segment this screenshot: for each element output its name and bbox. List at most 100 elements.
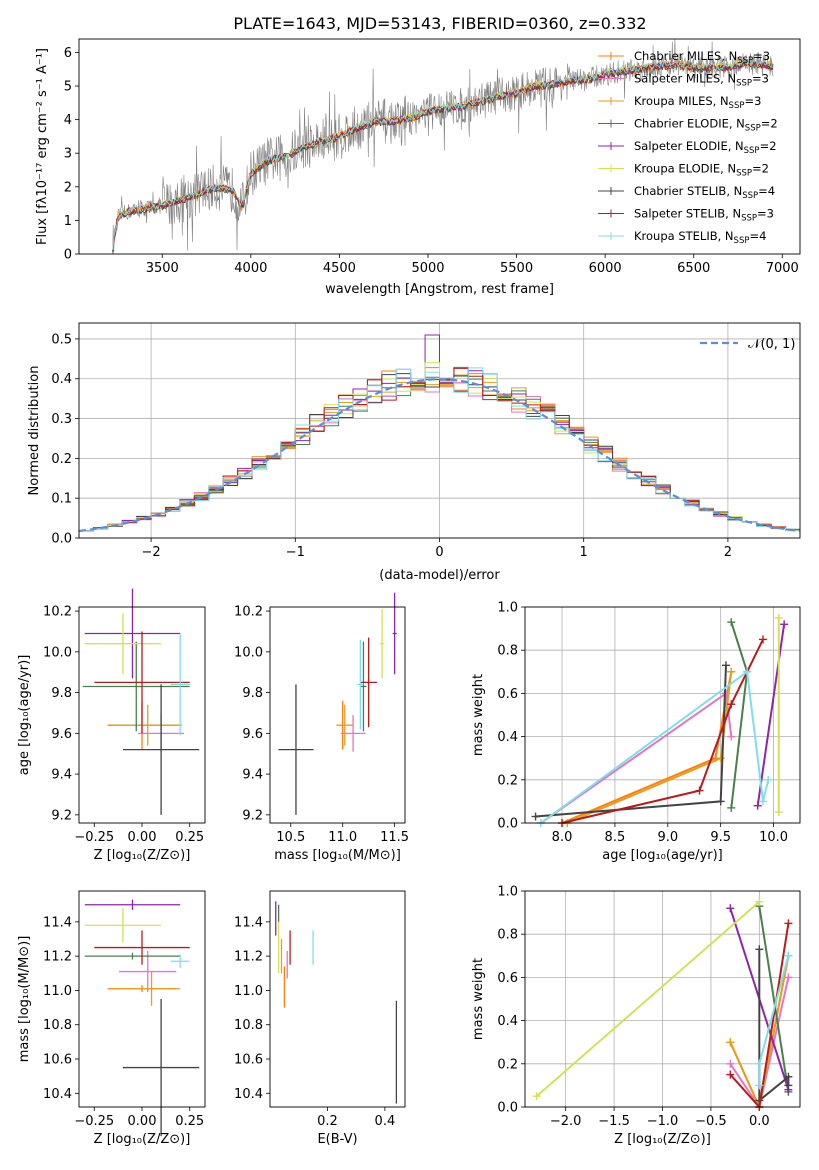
x-tick-label: 8.0 (552, 830, 573, 845)
y-tick-label: 9.2 (51, 808, 72, 823)
y-tick-label: 10.8 (43, 1018, 72, 1033)
x-tick-label: 9.5 (710, 830, 731, 845)
y-tick-label: 0.0 (51, 532, 72, 547)
x-tick-label: 11.0 (328, 830, 357, 845)
y-tick-label: 9.8 (51, 686, 72, 701)
normal-curve-line (78, 378, 801, 533)
x-tick-label: −0.25 (74, 830, 114, 845)
x-tick-label: −2.0 (550, 1114, 582, 1129)
y-tick-label: 11.4 (43, 915, 72, 930)
legend-entry: 𝒩(0, 1) (748, 337, 795, 352)
x-tick-label: −1.0 (647, 1114, 679, 1129)
y-tick-label: 0.8 (497, 928, 518, 943)
y-tick-label: 6 (64, 46, 72, 61)
y-tick-label: 1.0 (497, 601, 518, 616)
y-tick-label: 0.8 (497, 644, 518, 659)
y-tick-label: 11.2 (43, 950, 72, 965)
x-tick-label: 6500 (677, 261, 710, 276)
legend-entry: Salpeter ELODIE, NSSP=2 (634, 139, 777, 156)
x-tick-label: 5000 (411, 261, 444, 276)
y-tick-label: 3 (64, 147, 72, 162)
x-tick-label: 8.5 (605, 830, 626, 845)
x-axis-label: (data-model)/error (379, 568, 500, 583)
y-tick-label: 0.2 (51, 452, 72, 467)
legend-entry: Chabrier STELIB, NSSP=4 (634, 184, 775, 201)
y-tick-label: 5 (64, 80, 72, 95)
weight-series-line-0 (561, 671, 733, 824)
y-tick-label: 9.6 (242, 727, 263, 742)
y-tick-label: 4 (64, 113, 72, 128)
legend-entry: Kroupa ELODIE, NSSP=2 (634, 162, 769, 179)
plot-frame (78, 38, 801, 255)
x-tick-label: 0.25 (175, 830, 204, 845)
x-tick-label: 4500 (323, 261, 356, 276)
legend-entry: Salpeter STELIB, NSSP=3 (634, 207, 774, 224)
y-tick-label: 10.2 (234, 605, 263, 620)
x-tick-label: 3500 (146, 261, 179, 276)
y-axis-label: mass [log₁₀(M/M⊙)] (17, 936, 32, 1063)
x-tick-label: −1 (286, 545, 305, 560)
y-axis-label: Flux [fλ10⁻¹⁷ erg cm⁻² s⁻¹ A⁻¹] (35, 48, 50, 245)
observed-spectrum-line (112, 38, 774, 255)
age_vs_mass-panel: 10.5 11.0 11.5 9.2 9.4 9.6 9.8 10.0 10.2 mass [lo… (234, 592, 409, 863)
weight-series-line-6 (758, 949, 790, 1103)
model-line-8 (112, 56, 774, 250)
y-tick-label: 0.4 (497, 1014, 518, 1029)
mass_vs_ebv-panel: 0.2 0.4 10.4 10.6 10.8 11.0 11.2 11.4 E(B-V) (234, 890, 406, 1147)
y-tick-label: 0.0 (497, 817, 518, 832)
legend-entry: Chabrier MILES, NSSP=3 (634, 49, 770, 66)
x-tick-label: 1 (580, 545, 588, 560)
x-tick-label: 0.2 (317, 1114, 338, 1129)
x-tick-label: −2 (142, 545, 161, 560)
y-tick-label: 0.6 (497, 687, 518, 702)
y-tick-label: 11.2 (234, 950, 263, 965)
plot-frame (269, 890, 406, 1108)
plot-frame (78, 890, 206, 1108)
mass_weight_vs_age-panel: 8.0 8.5 9.0 9.5 10.0 0.0 0.2 0.4 0.6 0.8 1.0 age [l… (471, 601, 801, 863)
y-axis-label: age [log₁₀(age/yr)] (17, 655, 32, 776)
x-tick-label: 10.0 (759, 830, 788, 845)
legend-entry: Kroupa STELIB, NSSP=4 (634, 229, 766, 246)
histogram-series-8 (78, 367, 800, 538)
x-axis-label: age [log₁₀(age/yr)] (602, 848, 723, 863)
weight-series-line-4 (756, 624, 786, 806)
y-tick-label: 0 (64, 248, 72, 263)
y-tick-label: 0.6 (497, 971, 518, 986)
x-tick-label: −0.5 (695, 1114, 727, 1129)
model-line-2 (112, 57, 774, 250)
y-tick-label: 1 (64, 214, 72, 229)
spectrum-panel: 3500 4000 4500 5000 5500 6000 6500 7000 0 1 2 3 4 5 6 w… (35, 38, 801, 297)
y-tick-label: 9.8 (242, 686, 263, 701)
y-tick-label: 0.1 (51, 492, 72, 507)
y-tick-label: 11.0 (43, 984, 72, 999)
y-tick-label: 0.5 (51, 332, 72, 347)
x-tick-label: −0.25 (74, 1114, 114, 1129)
model-line-3 (112, 59, 774, 252)
plot-frame (269, 606, 406, 824)
y-tick-label: 9.2 (242, 808, 263, 823)
x-axis-label: Z [log₁₀(Z/Z⊙)] (614, 1132, 711, 1147)
x-tick-label: 9.0 (657, 830, 678, 845)
x-tick-label: 0.0 (749, 1114, 770, 1129)
y-tick-label: 0.4 (497, 730, 518, 745)
weight-series-line-8 (540, 669, 770, 824)
model-line-1 (112, 58, 774, 251)
residuals-panel: −2 −1 0 1 2 0.0 0.1 0.2 0.3 0.4 0.5 (data-model)/er… (27, 322, 801, 583)
x-tick-label: 2 (724, 545, 732, 560)
y-tick-label: 0.3 (51, 412, 72, 427)
chart-title: PLATE=1643, MJD=53143, FIBERID=0360, z=0… (233, 14, 646, 33)
x-tick-label: 0.25 (175, 1114, 204, 1129)
plot-frame (524, 890, 801, 1108)
x-axis-label: wavelength [Angstrom, rest frame] (325, 282, 554, 297)
y-tick-label: 0.0 (497, 1101, 518, 1116)
x-axis-label: Z [log₁₀(Z/Z⊙)] (94, 1132, 191, 1147)
x-tick-label: 11.5 (380, 830, 409, 845)
y-tick-label: 0.2 (497, 1057, 518, 1072)
x-axis-label: E(B-V) (317, 1132, 357, 1147)
plot-frame (524, 606, 801, 824)
y-tick-label: 2 (64, 180, 72, 195)
y-tick-label: 9.4 (242, 768, 263, 783)
model-line-4 (112, 58, 774, 251)
x-tick-label: 6000 (589, 261, 622, 276)
